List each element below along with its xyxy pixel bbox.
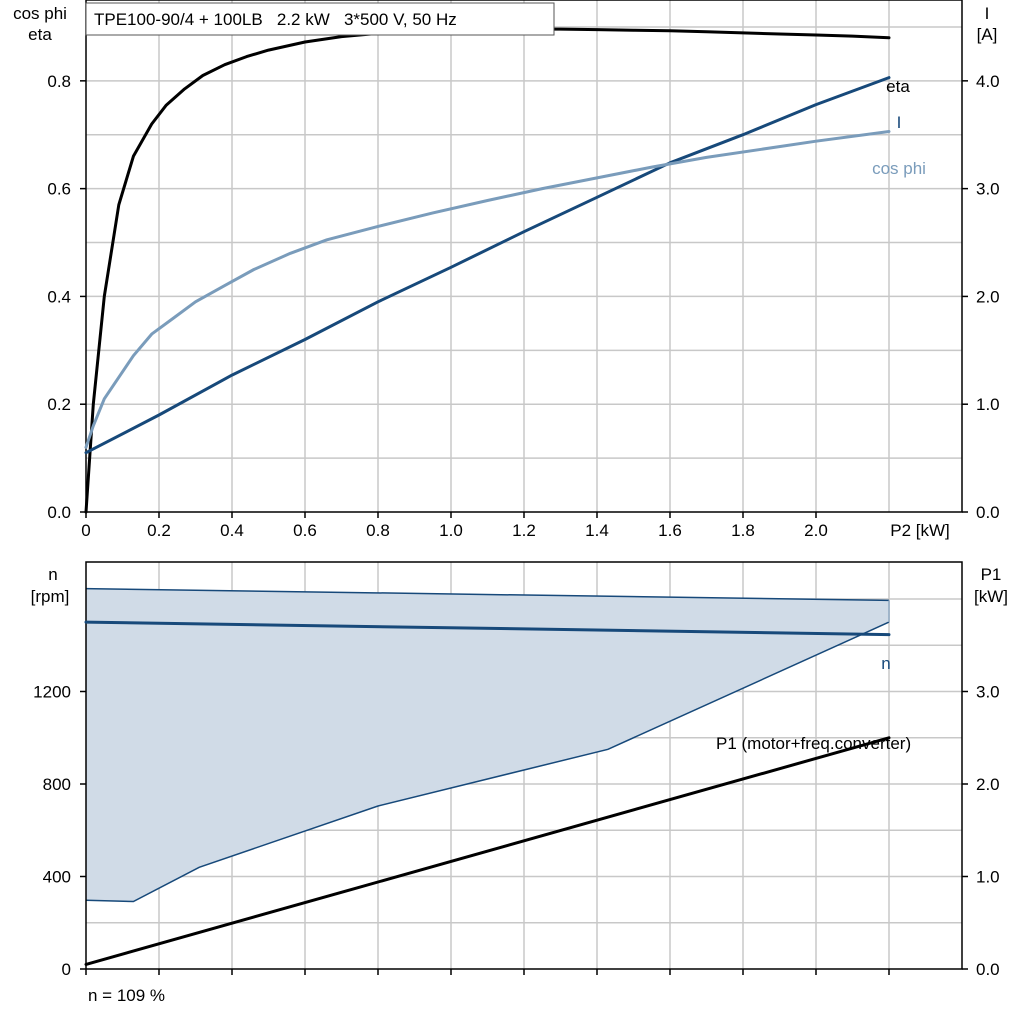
speed-range-lower-line <box>85 621 890 903</box>
bottom-y-right-label-2: [kW] <box>974 587 1008 606</box>
bottom-y-left-tick-label: 400 <box>43 868 71 887</box>
series-i-line <box>84 76 891 455</box>
top-x-tick-label: 0 <box>81 521 90 540</box>
bottom-y-left-label-1: n <box>48 565 57 584</box>
bottom-series <box>84 620 891 966</box>
top-y-left-tick-label: 0.2 <box>47 395 71 414</box>
top-y-right-tick-label: 3.0 <box>976 180 1000 199</box>
bottom-y-left-tick-label: 800 <box>43 775 71 794</box>
top-y-right-label-2: [A] <box>977 25 998 44</box>
cos-phi-annotation: cos phi <box>872 159 926 178</box>
eta-annotation: eta <box>886 77 910 96</box>
top-x-tick-label: 0.8 <box>366 521 390 540</box>
top-x-tick-label: 1.6 <box>658 521 682 540</box>
series-n-line <box>84 620 891 637</box>
top-grid <box>86 0 962 512</box>
top-y-right-tick-label: 2.0 <box>976 287 1000 306</box>
p1-annotation: P1 (motor+freq.converter) <box>716 734 911 753</box>
title-box <box>85 2 555 36</box>
top-y-left-tick-label: 0.4 <box>47 287 71 306</box>
top-x-tick-label: 0.6 <box>293 521 317 540</box>
bottom-y-left-tick-label: 1200 <box>33 683 71 702</box>
bottom-y-right-tick-label: 3.0 <box>976 683 1000 702</box>
speed-range-fill <box>86 588 889 902</box>
top-x-tick-label: 1.0 <box>439 521 463 540</box>
top-panel: 0 0.2 0.4 0.6 0.8 1.0 1.2 1.4 1.6 1.8 2.0 0.0 0.2 0.4… <box>13 0 1000 540</box>
top-y-right-tick-label: 0.0 <box>976 503 1000 522</box>
top-y-right-tick-label: 4.0 <box>976 72 1000 91</box>
top-y-left-tick-label: 0.8 <box>47 72 71 91</box>
bottom-y-right-tick-label: 2.0 <box>976 775 1000 794</box>
top-x-axis-label: P2 [kW] <box>890 521 950 540</box>
top-y-right-tick-label: 1.0 <box>976 395 1000 414</box>
series-cos-phi-line <box>84 130 891 449</box>
speed-footnote: n = 109 % <box>88 986 165 1005</box>
top-series <box>84 27 891 514</box>
top-y-right-label-1: I <box>985 4 990 23</box>
top-ticks: 0 0.2 0.4 0.6 0.8 1.0 1.2 1.4 1.6 1.8 2.0 0.0 0.2 0.4… <box>47 72 999 540</box>
top-y-left-label-2: eta <box>28 25 52 44</box>
bottom-y-right-label-1: P1 <box>981 565 1002 584</box>
top-x-tick-label: 0.2 <box>147 521 171 540</box>
speed-range-upper-line <box>85 587 890 602</box>
top-x-tick-label: 1.2 <box>512 521 536 540</box>
top-y-left-tick-label: 0.6 <box>47 180 71 199</box>
top-x-tick-label: 0.4 <box>220 521 244 540</box>
top-y-left-tick-label: 0.0 <box>47 503 71 522</box>
series-p1-line <box>84 736 891 966</box>
top-x-tick-label: 1.8 <box>731 521 755 540</box>
bottom-y-right-tick-label: 0.0 <box>976 960 1000 979</box>
bottom-ticks: 0 400 800 1200 0.0 1.0 2.0 3.0 <box>33 683 999 980</box>
top-x-tick-label: 2.0 <box>804 521 828 540</box>
bottom-y-left-label-2: [rpm] <box>31 587 70 606</box>
series-eta-line <box>84 27 891 514</box>
top-y-left-label-1: cos phi <box>13 4 67 23</box>
bottom-y-left-tick-label: 0 <box>62 960 71 979</box>
chart-title: TPE100-90/4 + 100LB 2.2 kW 3*500 V, 50 H… <box>94 10 457 29</box>
bottom-y-right-tick-label: 1.0 <box>976 868 1000 887</box>
i-annotation: I <box>897 113 902 132</box>
top-x-tick-label: 1.4 <box>585 521 609 540</box>
n-annotation: n <box>881 654 890 673</box>
speed-range-area <box>85 587 890 903</box>
